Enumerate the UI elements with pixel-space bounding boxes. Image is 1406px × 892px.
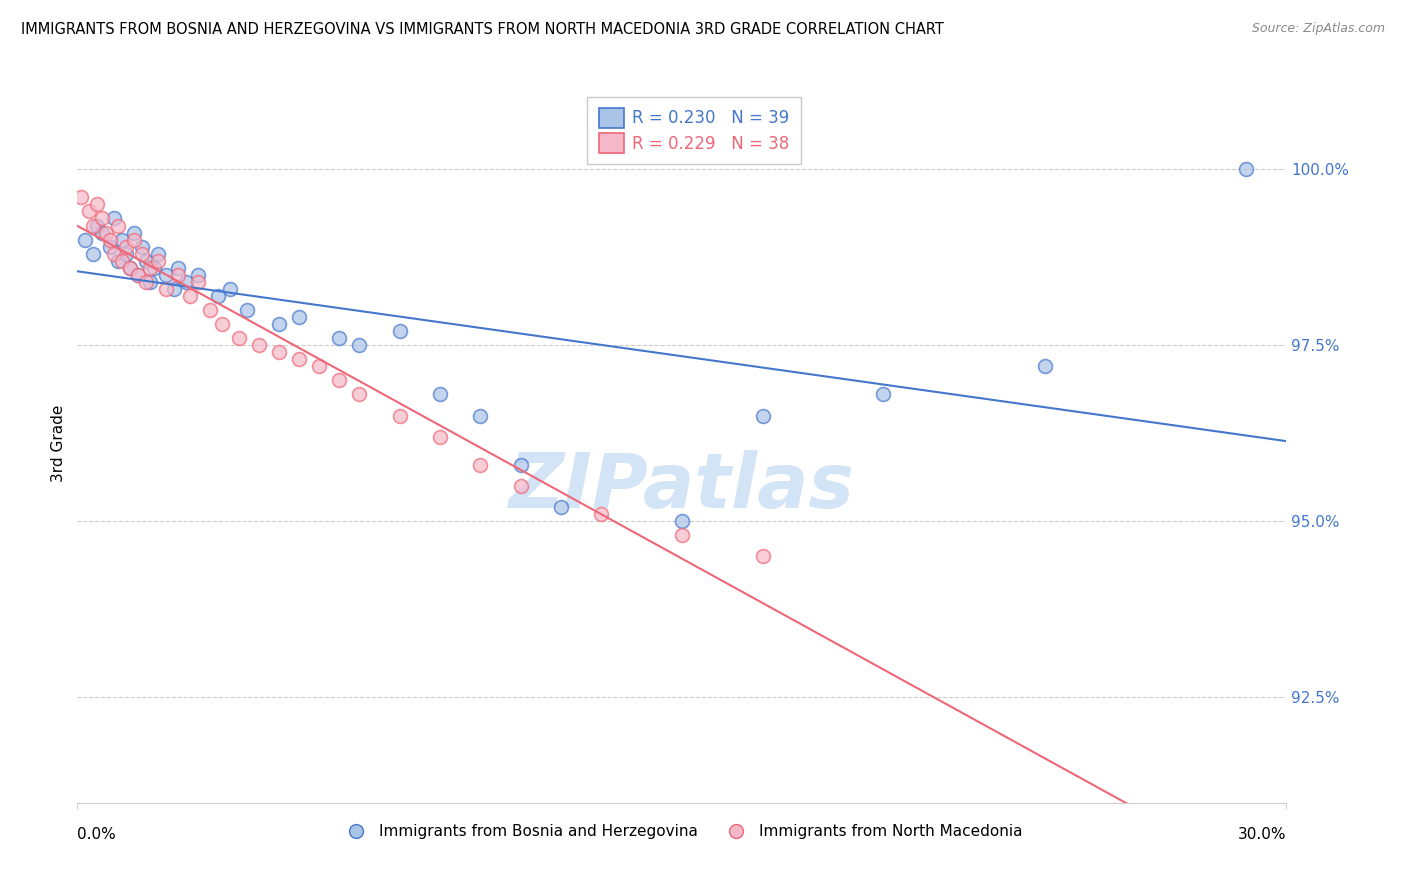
Point [118, 260, 141, 275]
Point [267, 317, 290, 331]
Text: ZIPatlas: ZIPatlas [509, 450, 855, 524]
Point [79, 204, 101, 219]
Point [114, 246, 136, 260]
Point [187, 268, 209, 282]
Point [429, 387, 451, 401]
Point [219, 282, 242, 296]
Text: IMMIGRANTS FROM BOSNIA AND HERZEGOVINA VS IMMIGRANTS FROM NORTH MACEDONIA 3RD GR: IMMIGRANTS FROM BOSNIA AND HERZEGOVINA V… [21, 22, 943, 37]
Point [107, 219, 129, 233]
Point [267, 345, 290, 359]
Point [118, 260, 141, 275]
Point [470, 409, 492, 423]
Point [94, 226, 117, 240]
Point [103, 246, 125, 260]
Point [1033, 359, 1056, 374]
Point [135, 275, 157, 289]
Point [111, 253, 134, 268]
Point [107, 253, 129, 268]
Point [470, 458, 492, 472]
Point [288, 310, 311, 324]
Text: Source: ZipAtlas.com: Source: ZipAtlas.com [1251, 22, 1385, 36]
Point [328, 331, 350, 345]
Point [671, 514, 693, 528]
Point [174, 275, 197, 289]
Point [155, 268, 177, 282]
Point [135, 253, 157, 268]
Point [591, 507, 613, 521]
Point [247, 338, 270, 352]
Point [131, 240, 153, 254]
Point [146, 253, 169, 268]
Point [114, 240, 136, 254]
Point [82, 219, 104, 233]
Point [429, 430, 451, 444]
Point [163, 282, 186, 296]
Point [308, 359, 330, 374]
Point [1234, 162, 1257, 177]
Point [82, 246, 104, 260]
Point [550, 500, 572, 515]
Point [122, 233, 145, 247]
Point [90, 211, 112, 226]
Point [70, 190, 93, 204]
Point [872, 387, 894, 401]
Point [328, 373, 350, 387]
Point [167, 260, 190, 275]
Point [86, 197, 108, 211]
Point [211, 317, 233, 331]
Point [75, 233, 97, 247]
Point [90, 226, 112, 240]
Point [155, 282, 177, 296]
Text: 0.0%: 0.0% [77, 828, 117, 842]
Text: 30.0%: 30.0% [1239, 828, 1286, 842]
Point [751, 409, 773, 423]
Point [207, 289, 229, 303]
Point [288, 352, 311, 367]
Point [139, 275, 162, 289]
Point [349, 387, 371, 401]
Point [111, 233, 134, 247]
Point [98, 233, 121, 247]
Point [103, 211, 125, 226]
Point [671, 528, 693, 542]
Point [122, 226, 145, 240]
Point [235, 303, 257, 318]
Point [388, 324, 411, 338]
Point [167, 268, 190, 282]
Point [127, 268, 149, 282]
Legend: Immigrants from Bosnia and Herzegovina, Immigrants from North Macedonia: Immigrants from Bosnia and Herzegovina, … [335, 818, 1029, 846]
Point [509, 479, 531, 493]
Point [86, 219, 108, 233]
Point [349, 338, 371, 352]
Point [131, 246, 153, 260]
Point [142, 260, 165, 275]
Y-axis label: 3rd Grade: 3rd Grade [51, 405, 66, 483]
Point [98, 240, 121, 254]
Point [127, 268, 149, 282]
Point [200, 303, 222, 318]
Point [139, 260, 162, 275]
Point [146, 246, 169, 260]
Point [228, 331, 250, 345]
Point [509, 458, 531, 472]
Point [187, 275, 209, 289]
Point [751, 549, 773, 564]
Point [179, 289, 201, 303]
Point [388, 409, 411, 423]
